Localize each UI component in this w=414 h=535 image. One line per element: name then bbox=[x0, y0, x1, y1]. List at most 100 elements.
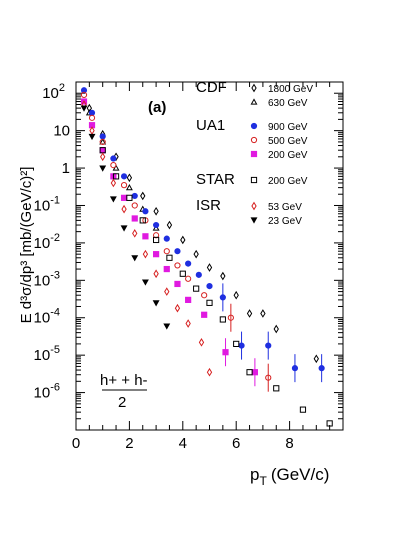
data-point bbox=[142, 208, 149, 215]
data-point bbox=[99, 138, 106, 146]
data-point bbox=[109, 196, 117, 203]
data-point bbox=[152, 300, 160, 307]
series-2 bbox=[80, 87, 325, 383]
series-5 bbox=[99, 147, 333, 427]
data-point bbox=[141, 279, 149, 286]
y-tick-label: 10-5 bbox=[34, 344, 60, 364]
legend-entry-label: 53 GeV bbox=[268, 202, 302, 213]
data-point bbox=[273, 324, 279, 334]
svg-text:pT(GeV/c): pT (GeV/c) bbox=[250, 465, 329, 488]
data-point bbox=[201, 311, 208, 318]
normalization-label: h+ + h- 2 bbox=[100, 372, 148, 411]
legend-entry-label: 500 GeV bbox=[268, 136, 308, 147]
x-axis-label-sub: T bbox=[259, 474, 267, 488]
data-point bbox=[318, 365, 325, 372]
data-point bbox=[80, 87, 88, 94]
series-3 bbox=[80, 91, 272, 392]
data-point bbox=[219, 294, 226, 301]
data-point bbox=[195, 271, 202, 278]
legend-marker bbox=[250, 136, 258, 144]
y-axis-title: E d³σ/dp³ [mb/(GeV/c)²] bbox=[18, 167, 35, 324]
legend-group-label: ISR bbox=[196, 197, 221, 214]
data-point bbox=[260, 309, 266, 318]
data-point bbox=[326, 420, 333, 427]
series-0 bbox=[86, 103, 319, 364]
data-point bbox=[112, 173, 120, 180]
data-point bbox=[174, 303, 181, 313]
legend-marker bbox=[250, 150, 258, 158]
data-point bbox=[131, 215, 138, 222]
data-point bbox=[164, 287, 170, 296]
legend-entry-label: 630 GeV bbox=[268, 98, 308, 109]
panel-label: (a) bbox=[148, 99, 166, 116]
data-point bbox=[126, 194, 133, 201]
data-point bbox=[179, 270, 186, 277]
y-tick-label: 10-6 bbox=[34, 382, 60, 402]
data-point bbox=[126, 173, 133, 183]
data-point bbox=[125, 184, 133, 191]
legend-marker bbox=[250, 217, 258, 224]
data-point bbox=[185, 260, 192, 267]
data-point bbox=[88, 114, 96, 121]
data-point bbox=[246, 369, 253, 376]
data-point bbox=[121, 204, 127, 214]
data-point bbox=[185, 296, 192, 303]
data-point bbox=[99, 165, 107, 172]
normalization-numerator: h+ + h- bbox=[100, 372, 148, 389]
x-tick-label: 6 bbox=[232, 435, 240, 452]
data-point bbox=[99, 147, 106, 154]
data-point bbox=[131, 202, 138, 209]
data-point bbox=[99, 133, 106, 140]
legend-marker bbox=[251, 201, 257, 211]
data-point bbox=[163, 323, 171, 330]
data-points bbox=[80, 87, 333, 427]
data-point bbox=[163, 265, 170, 273]
data-point bbox=[193, 285, 200, 292]
data-point bbox=[233, 290, 239, 300]
data-point bbox=[246, 309, 253, 318]
x-tick-label: 8 bbox=[285, 435, 293, 452]
data-point bbox=[110, 178, 117, 188]
data-point bbox=[131, 255, 139, 262]
normalization-denominator: 2 bbox=[118, 394, 126, 411]
data-point bbox=[180, 235, 186, 245]
data-point bbox=[100, 152, 106, 162]
data-point bbox=[227, 314, 234, 321]
data-point bbox=[153, 206, 159, 216]
data-point bbox=[291, 365, 299, 372]
data-point bbox=[166, 220, 173, 230]
x-axis-title: pT (GeV/c) bbox=[250, 465, 329, 488]
data-point bbox=[206, 299, 213, 306]
y-tick-label: 10-4 bbox=[34, 307, 60, 327]
y-tick-label: 10-3 bbox=[34, 269, 60, 289]
data-point bbox=[174, 248, 181, 255]
data-point bbox=[273, 385, 280, 392]
data-point bbox=[153, 269, 159, 279]
data-point bbox=[153, 251, 160, 258]
y-tick-label: 1 bbox=[62, 160, 70, 177]
data-point bbox=[222, 349, 229, 356]
data-point bbox=[166, 254, 173, 261]
data-point bbox=[113, 152, 119, 162]
data-point bbox=[132, 229, 138, 238]
data-point bbox=[174, 262, 181, 269]
data-point bbox=[265, 342, 272, 349]
legend-entry-label: 200 GeV bbox=[268, 150, 308, 161]
data-point bbox=[206, 283, 213, 290]
legend-entry-label: 900 GeV bbox=[268, 122, 308, 133]
legend-group-label: STAR bbox=[196, 171, 235, 188]
legend-entry-label: 1800 GeV bbox=[268, 84, 313, 95]
y-tick-label: 10 bbox=[53, 123, 70, 140]
x-axis-label: p bbox=[250, 465, 259, 484]
legend-group-label: UA1 bbox=[196, 117, 225, 134]
data-point bbox=[153, 232, 160, 239]
axes: 0 2 4 6 8 102 10 110-1 10-2 10-3 10-4 10-5 10-6 bbox=[34, 82, 343, 452]
x-tick-label: 4 bbox=[179, 435, 187, 452]
data-point bbox=[313, 354, 319, 364]
data-point bbox=[88, 109, 96, 116]
data-point bbox=[89, 126, 95, 135]
data-point bbox=[80, 91, 88, 99]
data-point bbox=[99, 138, 107, 145]
legend-marker bbox=[251, 83, 257, 93]
